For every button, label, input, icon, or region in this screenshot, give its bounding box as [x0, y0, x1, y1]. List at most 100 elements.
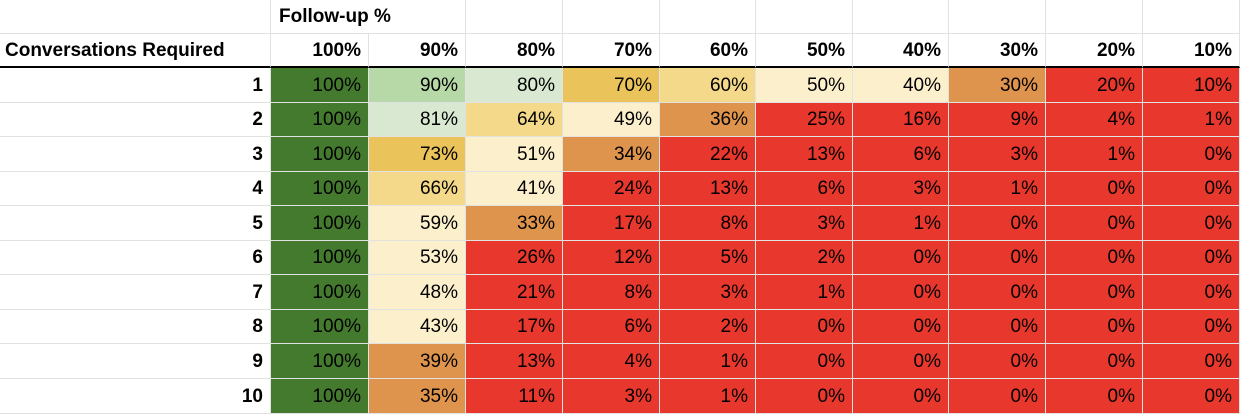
value-cell[interactable]: 9% [949, 103, 1046, 137]
empty-header-cell[interactable] [756, 0, 853, 34]
value-cell[interactable]: 1% [660, 344, 756, 379]
value-cell[interactable]: 90% [369, 68, 466, 103]
value-cell[interactable]: 4% [1046, 103, 1143, 137]
value-cell[interactable]: 1% [949, 172, 1046, 206]
value-cell[interactable]: 34% [563, 137, 660, 172]
value-cell[interactable]: 3% [563, 379, 660, 414]
value-cell[interactable]: 8% [660, 206, 756, 241]
value-cell[interactable]: 6% [756, 172, 853, 206]
empty-header-cell[interactable] [466, 0, 563, 34]
value-cell[interactable]: 0% [949, 206, 1046, 241]
value-cell[interactable]: 100% [271, 310, 369, 344]
value-cell[interactable]: 73% [369, 137, 466, 172]
value-cell[interactable]: 100% [271, 206, 369, 241]
value-cell[interactable]: 40% [853, 68, 949, 103]
value-cell[interactable]: 100% [271, 172, 369, 206]
column-header-30[interactable]: 30% [949, 34, 1046, 68]
value-cell[interactable]: 17% [466, 310, 563, 344]
value-cell[interactable]: 70% [563, 68, 660, 103]
value-cell[interactable]: 0% [1143, 241, 1240, 275]
value-cell[interactable]: 60% [660, 68, 756, 103]
empty-header-cell[interactable] [949, 0, 1046, 34]
conversations-required-header[interactable]: Conversations Required [0, 34, 271, 68]
empty-header-cell[interactable] [1143, 0, 1240, 34]
value-cell[interactable]: 0% [1143, 172, 1240, 206]
value-cell[interactable]: 1% [660, 379, 756, 414]
value-cell[interactable]: 0% [756, 310, 853, 344]
value-cell[interactable]: 13% [756, 137, 853, 172]
value-cell[interactable]: 0% [1046, 275, 1143, 310]
row-label[interactable]: 6 [0, 241, 271, 275]
value-cell[interactable]: 0% [949, 275, 1046, 310]
value-cell[interactable]: 1% [1143, 103, 1240, 137]
value-cell[interactable]: 0% [949, 241, 1046, 275]
empty-header-cell[interactable] [853, 0, 949, 34]
value-cell[interactable]: 0% [853, 344, 949, 379]
value-cell[interactable]: 33% [466, 206, 563, 241]
value-cell[interactable]: 0% [949, 310, 1046, 344]
value-cell[interactable]: 0% [1046, 172, 1143, 206]
value-cell[interactable]: 1% [853, 206, 949, 241]
value-cell[interactable]: 20% [1046, 68, 1143, 103]
row-label[interactable]: 8 [0, 310, 271, 344]
value-cell[interactable]: 22% [660, 137, 756, 172]
value-cell[interactable]: 51% [466, 137, 563, 172]
value-cell[interactable]: 13% [660, 172, 756, 206]
value-cell[interactable]: 16% [853, 103, 949, 137]
column-header-90[interactable]: 90% [369, 34, 466, 68]
value-cell[interactable]: 0% [853, 241, 949, 275]
value-cell[interactable]: 6% [853, 137, 949, 172]
value-cell[interactable]: 1% [1046, 137, 1143, 172]
value-cell[interactable]: 100% [271, 275, 369, 310]
value-cell[interactable]: 53% [369, 241, 466, 275]
value-cell[interactable]: 49% [563, 103, 660, 137]
column-header-80[interactable]: 80% [466, 34, 563, 68]
value-cell[interactable]: 64% [466, 103, 563, 137]
value-cell[interactable]: 100% [271, 137, 369, 172]
value-cell[interactable]: 100% [271, 241, 369, 275]
value-cell[interactable]: 100% [271, 379, 369, 414]
value-cell[interactable]: 0% [853, 275, 949, 310]
value-cell[interactable]: 0% [1143, 379, 1240, 414]
value-cell[interactable]: 1% [756, 275, 853, 310]
value-cell[interactable]: 0% [756, 344, 853, 379]
follow-up-percent-label[interactable]: Follow-up % [271, 0, 466, 34]
value-cell[interactable]: 6% [563, 310, 660, 344]
column-header-70[interactable]: 70% [563, 34, 660, 68]
value-cell[interactable]: 0% [1143, 137, 1240, 172]
value-cell[interactable]: 11% [466, 379, 563, 414]
value-cell[interactable]: 26% [466, 241, 563, 275]
empty-header-cell[interactable] [1046, 0, 1143, 34]
row-label[interactable]: 7 [0, 275, 271, 310]
value-cell[interactable]: 35% [369, 379, 466, 414]
value-cell[interactable]: 3% [756, 206, 853, 241]
value-cell[interactable]: 0% [1143, 275, 1240, 310]
value-cell[interactable]: 0% [853, 379, 949, 414]
value-cell[interactable]: 0% [1143, 344, 1240, 379]
value-cell[interactable]: 0% [1143, 310, 1240, 344]
row-label[interactable]: 2 [0, 103, 271, 137]
column-header-100[interactable]: 100% [271, 34, 369, 68]
column-header-50[interactable]: 50% [756, 34, 853, 68]
value-cell[interactable]: 25% [756, 103, 853, 137]
value-cell[interactable]: 0% [1143, 206, 1240, 241]
value-cell[interactable]: 50% [756, 68, 853, 103]
value-cell[interactable]: 3% [660, 275, 756, 310]
value-cell[interactable]: 0% [1046, 379, 1143, 414]
value-cell[interactable]: 100% [271, 344, 369, 379]
value-cell[interactable]: 4% [563, 344, 660, 379]
value-cell[interactable]: 0% [949, 344, 1046, 379]
value-cell[interactable]: 80% [466, 68, 563, 103]
column-header-40[interactable]: 40% [853, 34, 949, 68]
value-cell[interactable]: 0% [853, 310, 949, 344]
value-cell[interactable]: 3% [853, 172, 949, 206]
value-cell[interactable]: 100% [271, 103, 369, 137]
value-cell[interactable]: 10% [1143, 68, 1240, 103]
value-cell[interactable]: 5% [660, 241, 756, 275]
value-cell[interactable]: 0% [949, 379, 1046, 414]
value-cell[interactable]: 24% [563, 172, 660, 206]
value-cell[interactable]: 39% [369, 344, 466, 379]
value-cell[interactable]: 2% [660, 310, 756, 344]
value-cell[interactable]: 48% [369, 275, 466, 310]
value-cell[interactable]: 13% [466, 344, 563, 379]
